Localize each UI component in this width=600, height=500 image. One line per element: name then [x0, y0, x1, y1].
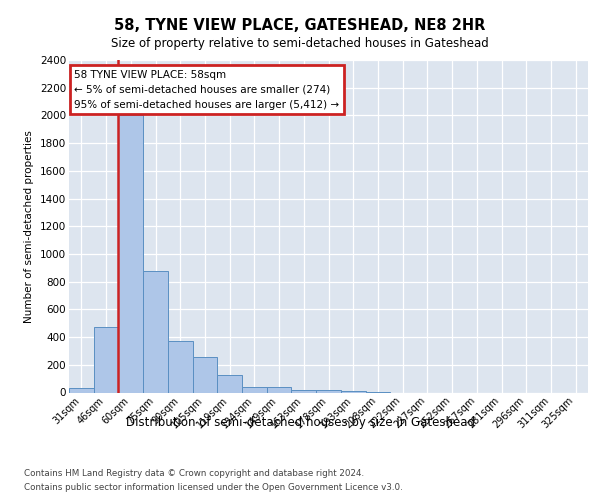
Bar	[292, 390, 316, 392]
Text: Size of property relative to semi-detached houses in Gateshead: Size of property relative to semi-detach…	[111, 36, 489, 50]
Bar	[94, 328, 118, 392]
Text: 58, TYNE VIEW PLACE, GATESHEAD, NE8 2HR: 58, TYNE VIEW PLACE, GATESHEAD, NE8 2HR	[115, 18, 485, 32]
Text: Distribution of semi-detached houses by size in Gateshead: Distribution of semi-detached houses by …	[125, 416, 475, 429]
Text: 58 TYNE VIEW PLACE: 58sqm
← 5% of semi-detached houses are smaller (274)
95% of : 58 TYNE VIEW PLACE: 58sqm ← 5% of semi-d…	[74, 70, 340, 110]
Y-axis label: Number of semi-detached properties: Number of semi-detached properties	[25, 130, 34, 322]
Bar	[217, 375, 242, 392]
Bar	[242, 387, 267, 392]
Bar	[143, 270, 168, 392]
Bar	[118, 116, 143, 392]
Bar	[341, 391, 365, 392]
Bar	[69, 388, 94, 392]
Bar	[193, 357, 217, 392]
Text: Contains public sector information licensed under the Open Government Licence v3: Contains public sector information licen…	[24, 483, 403, 492]
Bar	[267, 387, 292, 392]
Bar	[316, 390, 341, 392]
Text: Contains HM Land Registry data © Crown copyright and database right 2024.: Contains HM Land Registry data © Crown c…	[24, 469, 364, 478]
Bar	[168, 340, 193, 392]
